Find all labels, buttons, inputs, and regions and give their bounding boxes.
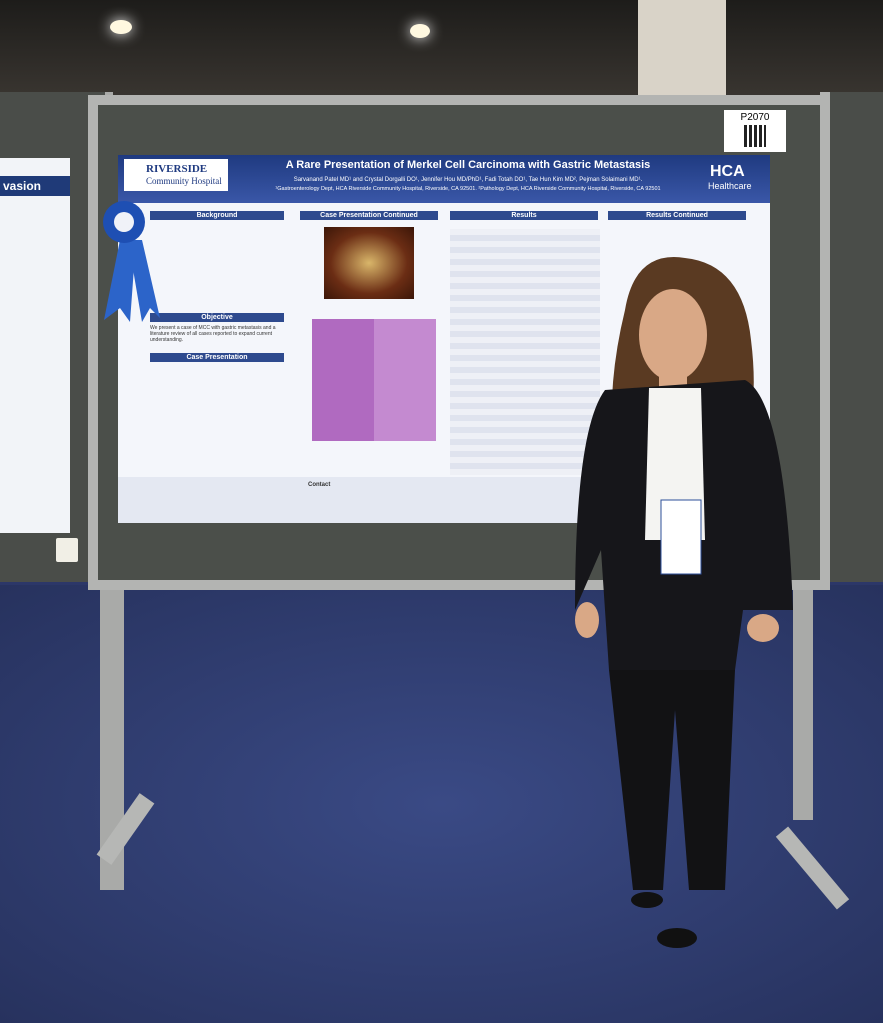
- right-board: [820, 92, 883, 582]
- ribbon-tail: [128, 240, 160, 322]
- section-header: Background: [150, 211, 284, 220]
- shoe: [657, 928, 697, 948]
- board-leg: [793, 590, 813, 820]
- trousers: [609, 670, 735, 890]
- cup: [56, 538, 78, 562]
- section-header: Results Continued: [608, 211, 746, 220]
- logo-left: RIVERSIDE Community Hospital: [124, 159, 228, 191]
- shoe: [631, 892, 663, 908]
- ceiling-light: [410, 24, 430, 38]
- logo-left-name: RIVERSIDE: [146, 163, 208, 175]
- contact-heading: Contact: [308, 482, 331, 488]
- logo-right-subname: Healthcare: [708, 181, 752, 191]
- endoscopy-image: [324, 227, 414, 299]
- qr-code: [744, 125, 766, 147]
- logo-left-subname: Community Hospital: [146, 176, 222, 186]
- objective-text: We present a case of MCC with gastric me…: [150, 325, 276, 343]
- ceiling-light: [110, 20, 132, 34]
- board-number: P2070: [740, 112, 770, 123]
- award-ribbon: [103, 201, 160, 322]
- ribbon-tail: [104, 240, 136, 322]
- poster-authors: Sarvanand Patel MD¹ and Crystal Dorgalli…: [293, 177, 643, 183]
- histology-images: [312, 319, 436, 441]
- section-header: Results: [450, 211, 598, 220]
- left-poster-heading: vasion: [0, 176, 70, 196]
- hand: [747, 614, 779, 642]
- name-badge: [660, 499, 702, 575]
- pillar: [638, 0, 726, 100]
- person: [575, 257, 793, 948]
- section-header: Case Presentation Continued: [300, 211, 438, 220]
- board-number-card: P2070: [724, 110, 786, 152]
- left-poster: vasion: [0, 158, 70, 533]
- section-header: Objective: [150, 313, 284, 322]
- face: [639, 289, 707, 381]
- ceiling: [0, 0, 883, 100]
- results-table: [450, 229, 600, 475]
- poster-affiliations: ¹Gastroenterology Dept, HCA Riverside Co…: [275, 186, 661, 192]
- ribbon-center: [114, 212, 134, 232]
- poster-title: A Rare Presentation of Merkel Cell Carci…: [285, 159, 651, 171]
- logo-right-name: HCA: [710, 163, 745, 180]
- section-header: Case Presentation: [150, 353, 284, 362]
- hand: [575, 602, 599, 638]
